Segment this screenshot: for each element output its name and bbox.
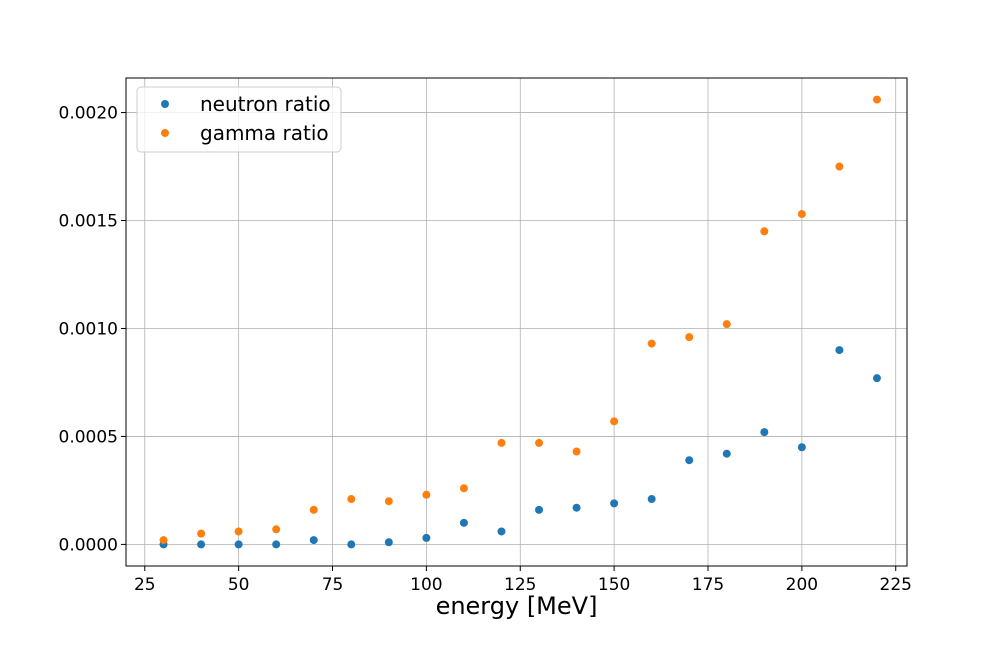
data-point bbox=[347, 495, 356, 504]
x-tick-label: 225 bbox=[880, 575, 912, 595]
data-point bbox=[234, 527, 243, 536]
y-tick-label: 0.0020 bbox=[59, 104, 118, 124]
x-tick-label: 100 bbox=[410, 575, 442, 595]
data-point bbox=[234, 540, 243, 549]
data-point bbox=[760, 227, 769, 236]
data-point bbox=[309, 536, 318, 545]
legend-marker bbox=[161, 100, 169, 108]
x-tick-label: 150 bbox=[598, 575, 630, 595]
data-point bbox=[572, 447, 581, 456]
data-point bbox=[347, 540, 356, 549]
plot-frame bbox=[125, 77, 908, 567]
data-point bbox=[797, 210, 806, 219]
data-point bbox=[872, 374, 881, 383]
data-point bbox=[459, 518, 468, 527]
x-axis-title: energy [MeV] bbox=[436, 592, 598, 620]
grid bbox=[126, 78, 907, 566]
legend-label: gamma ratio bbox=[200, 121, 329, 145]
data-point bbox=[384, 538, 393, 547]
data-point bbox=[422, 533, 431, 542]
data-point bbox=[384, 497, 393, 506]
x-tick-label: 125 bbox=[504, 575, 536, 595]
series-0 bbox=[159, 346, 881, 549]
data-point bbox=[722, 449, 731, 458]
y-tick-label: 0.0015 bbox=[59, 212, 118, 232]
data-point bbox=[797, 443, 806, 452]
x-tick-label: 25 bbox=[134, 575, 156, 595]
data-point bbox=[459, 484, 468, 493]
data-point bbox=[535, 438, 544, 447]
data-point bbox=[835, 346, 844, 355]
x-axis: 25 50 75 100 125 150 175 200 225 bbox=[134, 566, 912, 595]
data-point bbox=[872, 95, 881, 104]
data-point bbox=[572, 503, 581, 512]
data-point bbox=[159, 536, 168, 545]
legend: neutron ratio gamma ratio bbox=[136, 86, 342, 153]
data-point bbox=[647, 495, 656, 504]
legend-marker bbox=[161, 129, 169, 137]
x-tick-label: 50 bbox=[228, 575, 250, 595]
y-tick-label: 0.0005 bbox=[59, 427, 118, 447]
x-tick-label: 175 bbox=[692, 575, 724, 595]
data-point bbox=[685, 333, 694, 342]
data-point bbox=[272, 540, 281, 549]
data-point bbox=[610, 499, 619, 508]
data-point bbox=[272, 525, 281, 534]
data-point bbox=[722, 320, 731, 329]
y-tick-label: 0.0010 bbox=[59, 319, 118, 339]
data-point bbox=[610, 417, 619, 426]
series-1 bbox=[159, 95, 881, 545]
data-points bbox=[159, 95, 881, 549]
data-point bbox=[197, 529, 206, 538]
data-point bbox=[647, 339, 656, 348]
x-tick-label: 75 bbox=[322, 575, 344, 595]
data-point bbox=[760, 428, 769, 437]
data-point bbox=[309, 505, 318, 514]
legend-box bbox=[136, 86, 342, 153]
data-point bbox=[497, 527, 506, 536]
data-point bbox=[497, 438, 506, 447]
x-tick-label: 200 bbox=[786, 575, 818, 595]
data-point bbox=[685, 456, 694, 465]
y-axis: 0.0000 0.0005 0.0010 0.0015 0.0020 bbox=[59, 104, 126, 555]
data-point bbox=[197, 540, 206, 549]
data-point bbox=[535, 505, 544, 514]
y-tick-label: 0.0000 bbox=[59, 535, 118, 555]
legend-label: neutron ratio bbox=[200, 92, 331, 116]
data-point bbox=[835, 162, 844, 171]
data-point bbox=[422, 490, 431, 499]
